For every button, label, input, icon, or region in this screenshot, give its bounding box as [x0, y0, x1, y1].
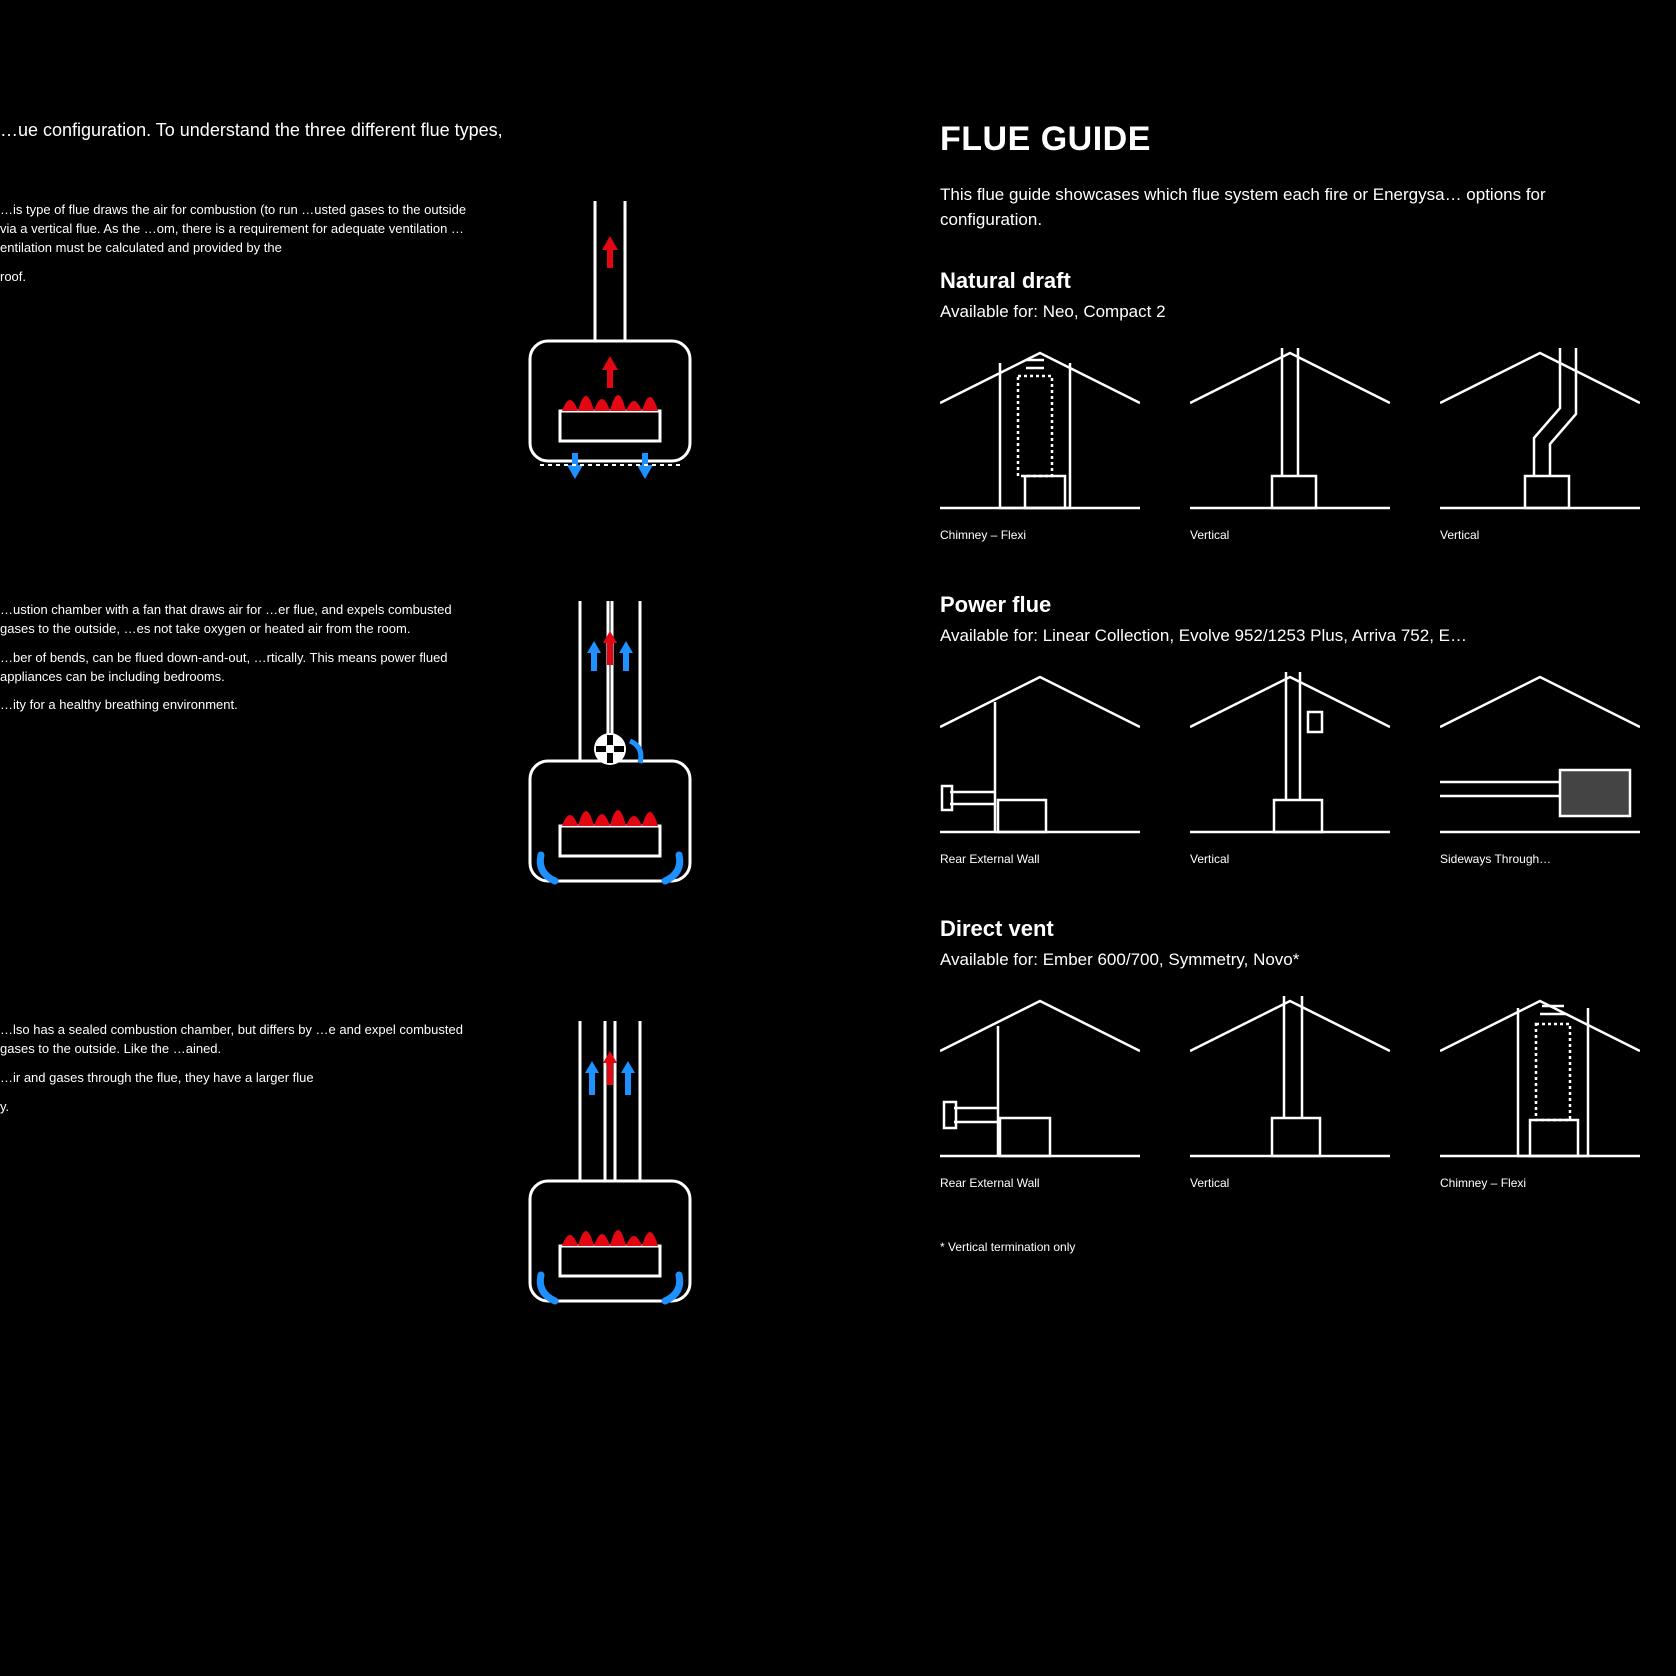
power-item-0: Rear External Wall: [940, 672, 1140, 866]
natural-avail: Available for: Neo, Compact 2: [940, 302, 1640, 322]
direct-vent-diagram: [500, 1021, 720, 1341]
direct-caption-1: Vertical: [1190, 1176, 1390, 1190]
house-power-vertical-icon: [1190, 672, 1390, 842]
house-vertical-icon: [1190, 348, 1390, 518]
house-direct-vertical-icon: [1190, 996, 1390, 1166]
natural-heading: Natural draft: [940, 268, 1640, 294]
power-heading: Power flue: [940, 592, 1640, 618]
house-direct-rear-icon: [940, 996, 1140, 1166]
natural-item-2: Vertical: [1440, 348, 1640, 542]
house-chimney-flexi-icon: [940, 348, 1140, 518]
power-flue-diagram: [500, 601, 720, 921]
intro-text: …ue configuration. To understand the thr…: [0, 120, 720, 141]
power-caption-1: Vertical: [1190, 852, 1390, 866]
power-flue-block: …ustion chamber with a fan that draws ai…: [0, 601, 720, 921]
power-p3: …ity for a healthy breathing environment…: [0, 696, 470, 715]
house-sideways-icon: [1440, 672, 1640, 842]
power-p2: …ber of bends, can be flued down-and-out…: [0, 649, 470, 687]
power-avail: Available for: Linear Collection, Evolve…: [940, 626, 1640, 646]
natural-grid: Chimney – Flexi Vertical: [940, 348, 1640, 542]
natural-draft-diagram: [500, 201, 720, 501]
direct-p1: …lso has a sealed combustion chamber, bu…: [0, 1021, 470, 1059]
natural-caption-2: Vertical: [1440, 528, 1640, 542]
footnote: * Vertical termination only: [940, 1240, 1640, 1254]
natural-p2: roof.: [0, 268, 470, 287]
house-rear-wall-icon: [940, 672, 1140, 842]
natural-p1: …is type of flue draws the air for combu…: [0, 201, 470, 258]
direct-item-0: Rear External Wall: [940, 996, 1140, 1190]
natural-caption-1: Vertical: [1190, 528, 1390, 542]
house-vertical-offset-icon: [1440, 348, 1640, 518]
direct-vent-text: …lso has a sealed combustion chamber, bu…: [0, 1021, 470, 1126]
direct-grid: Rear External Wall Vertical: [940, 996, 1640, 1190]
direct-item-2: Chimney – Flexi: [1440, 996, 1640, 1190]
power-caption-2: Sideways Through…: [1440, 852, 1640, 866]
power-item-2: Sideways Through…: [1440, 672, 1640, 866]
direct-vent-block: …lso has a sealed combustion chamber, bu…: [0, 1021, 720, 1341]
direct-p3: y.: [0, 1098, 470, 1117]
power-p1: …ustion chamber with a fan that draws ai…: [0, 601, 470, 639]
power-caption-0: Rear External Wall: [940, 852, 1140, 866]
direct-p2: …ir and gases through the flue, they hav…: [0, 1069, 470, 1088]
natural-draft-block: …is type of flue draws the air for combu…: [0, 201, 720, 501]
right-column: FLUE GUIDE This flue guide showcases whi…: [780, 120, 1640, 1636]
left-column: …ue configuration. To understand the thr…: [0, 120, 720, 1636]
direct-avail: Available for: Ember 600/700, Symmetry, …: [940, 950, 1640, 970]
house-direct-chimney-icon: [1440, 996, 1640, 1166]
natural-item-0: Chimney – Flexi: [940, 348, 1140, 542]
direct-caption-2: Chimney – Flexi: [1440, 1176, 1640, 1190]
power-flue-text: …ustion chamber with a fan that draws ai…: [0, 601, 470, 725]
flue-guide-intro: This flue guide showcases which flue sys…: [940, 183, 1640, 232]
natural-caption-0: Chimney – Flexi: [940, 528, 1140, 542]
direct-caption-0: Rear External Wall: [940, 1176, 1140, 1190]
natural-draft-text: …is type of flue draws the air for combu…: [0, 201, 470, 296]
natural-item-1: Vertical: [1190, 348, 1390, 542]
power-item-1: Vertical: [1190, 672, 1390, 866]
flue-guide-title: FLUE GUIDE: [940, 120, 1640, 159]
direct-heading: Direct vent: [940, 916, 1640, 942]
direct-item-1: Vertical: [1190, 996, 1390, 1190]
power-grid: Rear External Wall Vertical: [940, 672, 1640, 866]
